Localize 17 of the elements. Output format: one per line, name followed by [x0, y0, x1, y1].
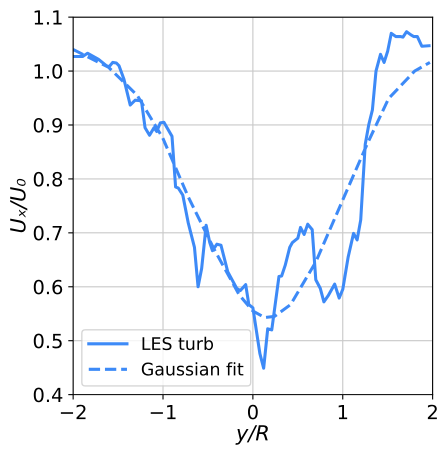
legend-label: LES turb: [142, 336, 214, 350]
y-tick-label: 0.4: [34, 388, 62, 402]
x-tick-label: 2: [428, 404, 437, 420]
x-tick-label: 0: [248, 404, 258, 420]
x-tick-label: −1: [150, 404, 176, 420]
y-tick-label: 1.1: [34, 10, 62, 25]
x-axis-title: y/R: [235, 425, 268, 445]
y-tick-label: 1.0: [34, 64, 62, 79]
y-tick-label: 0.6: [34, 280, 62, 294]
y-tick-label: 0.5: [34, 334, 62, 348]
y-tick-label: 0.7: [34, 226, 62, 241]
y-tick-label: 0.8: [34, 172, 62, 187]
y-axis-title: Uₓ/U₀: [10, 178, 28, 232]
legend-label: Gaussian fit: [142, 362, 244, 376]
y-tick-label: 0.9: [34, 118, 62, 133]
x-tick-label: 1: [338, 404, 348, 420]
x-tick-label: −2: [60, 404, 86, 420]
